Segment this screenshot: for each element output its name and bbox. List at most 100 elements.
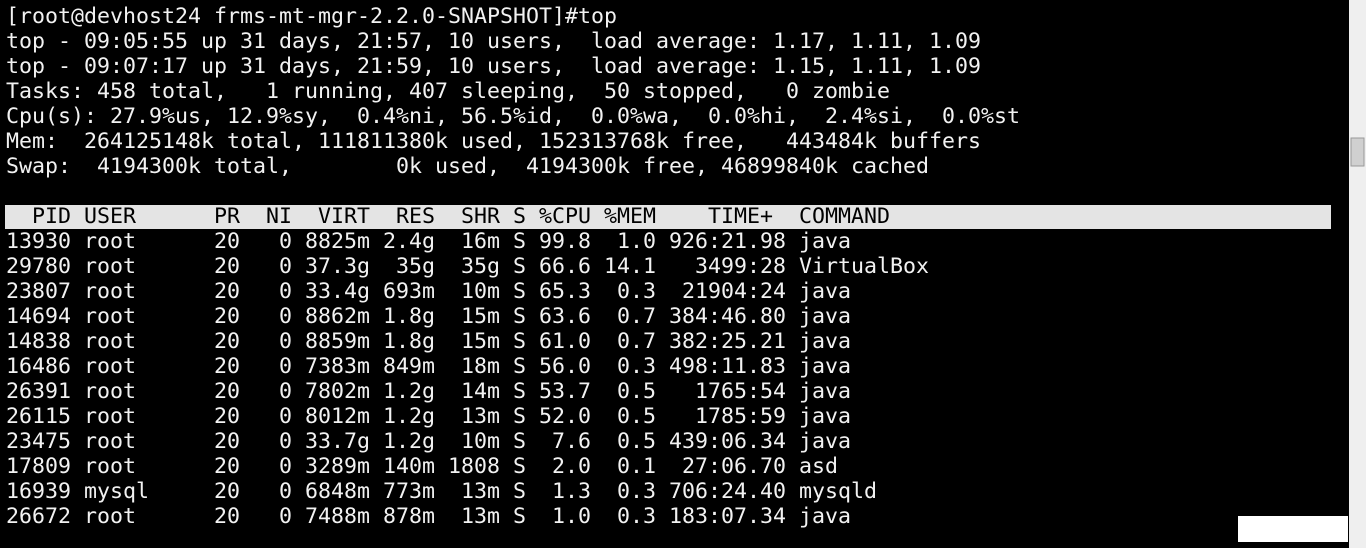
table-cell: S	[513, 229, 526, 254]
table-cell: 183:07.34	[669, 504, 786, 529]
table-cell: java	[799, 379, 851, 404]
table-cell: 66.6	[539, 254, 591, 279]
table-cell: 6848m	[305, 479, 370, 504]
table-cell: 0	[279, 404, 292, 429]
table-cell: 0.3	[617, 479, 656, 504]
table-cell: 849m	[383, 354, 435, 379]
table-cell: 18m	[461, 354, 500, 379]
table-cell: 2.4g	[383, 229, 435, 254]
table-cell: root	[84, 454, 136, 479]
table-cell: 35g	[461, 254, 500, 279]
table-cell: 1.2g	[383, 429, 435, 454]
table-cell: S	[513, 379, 526, 404]
table-cell: 26391	[6, 379, 71, 404]
table-cell: S	[513, 454, 526, 479]
table-cell: 8012m	[305, 404, 370, 429]
table-cell: 384:46.80	[669, 304, 786, 329]
table-cell: 7802m	[305, 379, 370, 404]
table-cell: 1.8g	[383, 329, 435, 354]
table-cell: root	[84, 304, 136, 329]
table-cell: 14694	[6, 304, 71, 329]
table-cell: 20	[214, 429, 240, 454]
table-cell: S	[513, 304, 526, 329]
table-cell: root	[84, 229, 136, 254]
table-cell: 0.3	[617, 354, 656, 379]
table-cell: 99.8	[539, 229, 591, 254]
table-cell: S	[513, 504, 526, 529]
scrollbar[interactable]	[1349, 0, 1366, 548]
column-header: PID	[32, 204, 71, 229]
table-cell: 382:25.21	[669, 329, 786, 354]
table-cell: 20	[214, 454, 240, 479]
table-cell: 63.6	[539, 304, 591, 329]
table-cell: 1.3	[552, 479, 591, 504]
table-cell: 2.0	[552, 454, 591, 479]
table-cell: 33.7g	[305, 429, 370, 454]
column-header: USER	[84, 204, 136, 229]
table-cell: 0.7	[617, 304, 656, 329]
table-cell: 21904:24	[682, 279, 786, 304]
table-cell: 20	[214, 254, 240, 279]
table-cell: 33.4g	[305, 279, 370, 304]
terminal-line: top - 09:07:17 up 31 days, 21:59, 10 use…	[6, 54, 981, 79]
table-cell: 0.3	[617, 504, 656, 529]
terminal-line: Swap: 4194300k total, 0k used, 4194300k …	[6, 154, 929, 179]
table-cell: root	[84, 379, 136, 404]
table-cell: 20	[214, 304, 240, 329]
table-cell: 13m	[461, 479, 500, 504]
table-cell: java	[799, 504, 851, 529]
table-cell: 1.2g	[383, 404, 435, 429]
column-header: COMMAND	[799, 204, 890, 229]
table-cell: 20	[214, 504, 240, 529]
table-cell: 878m	[383, 504, 435, 529]
table-cell: 13m	[461, 404, 500, 429]
table-cell: 26672	[6, 504, 71, 529]
table-cell: 17809	[6, 454, 71, 479]
table-cell: java	[799, 329, 851, 354]
column-header: %CPU	[539, 204, 591, 229]
table-cell: root	[84, 254, 136, 279]
table-cell: asd	[799, 454, 838, 479]
table-cell: 0.5	[617, 379, 656, 404]
terminal-line: Cpu(s): 27.9%us, 12.9%sy, 0.4%ni, 56.5%i…	[6, 104, 1020, 129]
table-cell: 0.7	[617, 329, 656, 354]
table-cell: 0	[279, 454, 292, 479]
table-cell: 37.3g	[305, 254, 370, 279]
table-cell: 0	[279, 379, 292, 404]
table-cell: VirtualBox	[799, 254, 929, 279]
table-cell: java	[799, 304, 851, 329]
table-cell: 13930	[6, 229, 71, 254]
column-header: %MEM	[604, 204, 656, 229]
table-cell: 1.2g	[383, 379, 435, 404]
table-cell: root	[84, 279, 136, 304]
table-cell: S	[513, 329, 526, 354]
table-cell: 16m	[461, 229, 500, 254]
table-cell: 8825m	[305, 229, 370, 254]
table-cell: 15m	[461, 304, 500, 329]
table-cell: 14.1	[604, 254, 656, 279]
table-cell: 29780	[6, 254, 71, 279]
table-cell: 16939	[6, 479, 71, 504]
table-cell: 706:24.40	[669, 479, 786, 504]
scrollbar-thumb[interactable]	[1350, 137, 1365, 167]
table-cell: 10m	[461, 279, 500, 304]
table-cell: 0	[279, 279, 292, 304]
table-cell: 0.3	[617, 279, 656, 304]
table-cell: 14838	[6, 329, 71, 354]
table-cell: root	[84, 329, 136, 354]
table-cell: 20	[214, 329, 240, 354]
table-cell: 16486	[6, 354, 71, 379]
table-cell: 8859m	[305, 329, 370, 354]
table-cell: S	[513, 354, 526, 379]
column-header: NI	[266, 204, 292, 229]
column-header: VIRT	[318, 204, 370, 229]
table-cell: 53.7	[539, 379, 591, 404]
table-cell: 3499:28	[695, 254, 786, 279]
table-cell: 498:11.83	[669, 354, 786, 379]
table-cell: 693m	[383, 279, 435, 304]
table-cell: 926:21.98	[669, 229, 786, 254]
table-cell: S	[513, 254, 526, 279]
table-cell: mysql	[84, 479, 149, 504]
column-header: S	[513, 204, 526, 229]
